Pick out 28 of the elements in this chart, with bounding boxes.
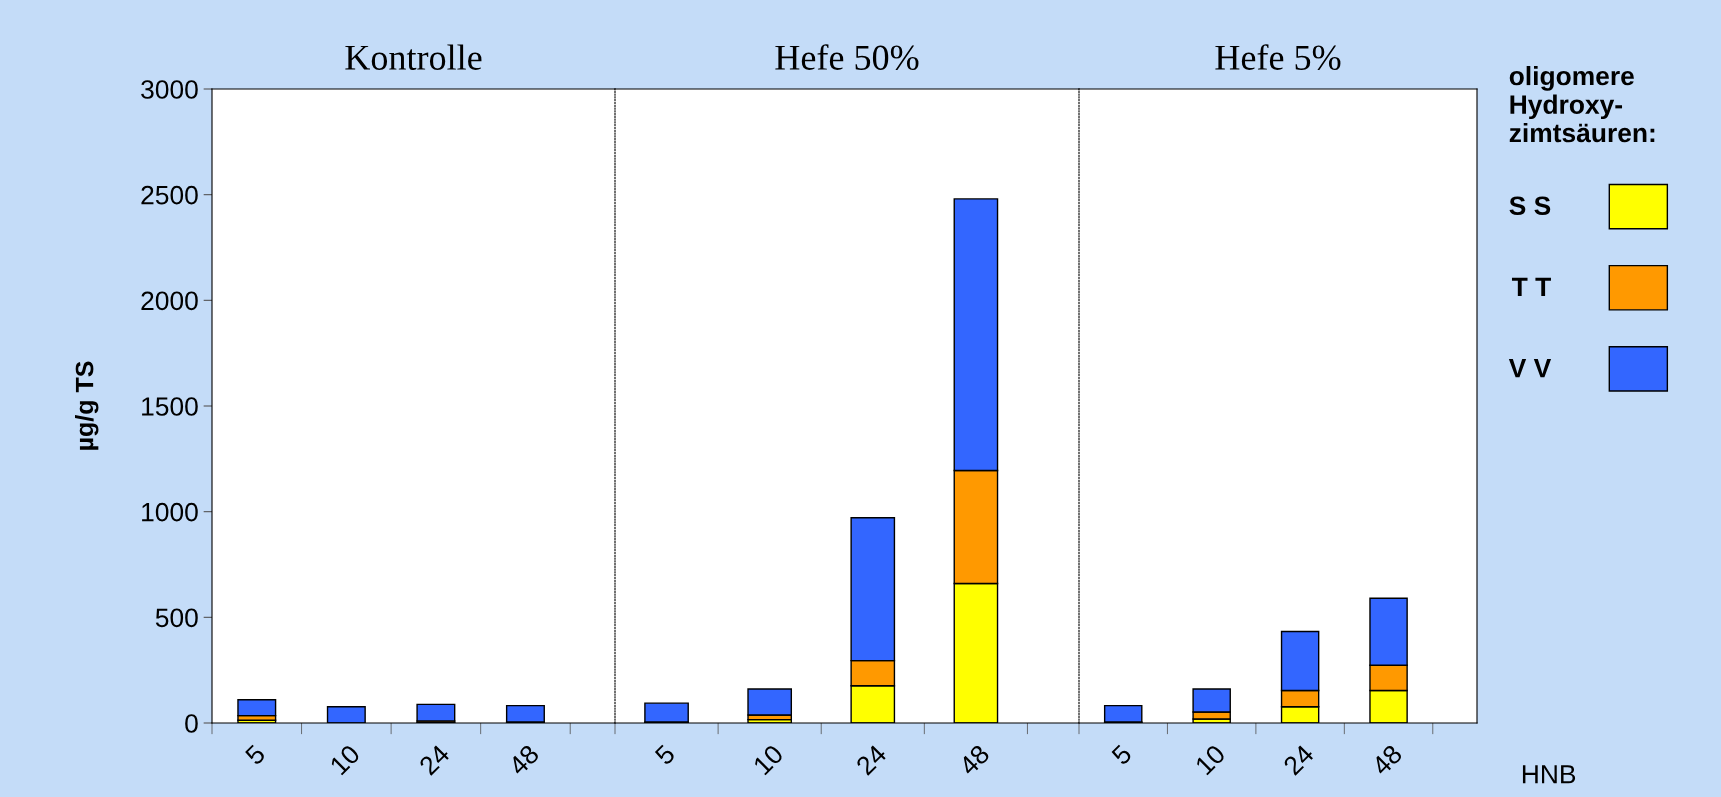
x-tick-label: 5 xyxy=(654,743,676,766)
legend-label: T T xyxy=(1511,277,1551,296)
chart-title: Hefe 50% xyxy=(775,44,919,71)
x-tick-label: 48 xyxy=(957,743,991,777)
y-tick-label: 1500 xyxy=(142,397,198,416)
x-tick-label: 10 xyxy=(329,743,361,776)
chart-title: Hefe 5% xyxy=(1215,44,1341,71)
legend-title: oligomere Hydroxy- zimtsäuren: xyxy=(1509,65,1655,143)
y-tick-label: 1000 xyxy=(142,502,198,522)
x-tick-label: 5 xyxy=(1110,743,1133,766)
x-tick-label: 24 xyxy=(855,743,888,776)
y-tick-label: 2500 xyxy=(141,185,198,205)
x-axis-title: HNB xyxy=(1522,765,1576,784)
x-tick-label: 24 xyxy=(1282,743,1315,776)
x-tick-label: 10 xyxy=(1194,743,1227,776)
legend-label: S S xyxy=(1509,196,1551,216)
y-tick-label: 0 xyxy=(185,714,198,733)
x-tick-label: 48 xyxy=(507,743,541,777)
y-tick-label: 2000 xyxy=(141,291,198,311)
y-tick-label: 3000 xyxy=(141,80,198,99)
chart-title: Kontrolle xyxy=(345,44,482,70)
x-tick-label: 48 xyxy=(1370,743,1404,777)
legend-label: V V xyxy=(1508,358,1552,378)
y-axis-title: µg/g TS xyxy=(75,361,99,450)
x-tick-label: 10 xyxy=(752,743,785,776)
x-tick-label: 5 xyxy=(244,743,267,766)
x-tick-label: 24 xyxy=(418,743,451,776)
y-tick-label: 500 xyxy=(155,608,198,628)
